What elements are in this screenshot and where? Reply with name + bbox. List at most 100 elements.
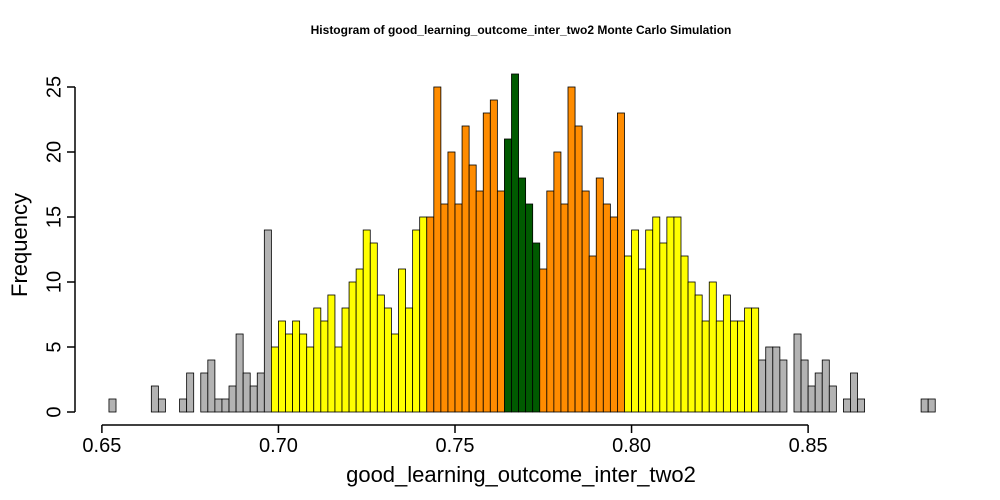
x-tick-label: 0.85 — [789, 435, 828, 457]
y-tick-label: 25 — [43, 76, 65, 98]
bar — [200, 372, 209, 413]
bar — [376, 294, 385, 413]
bar — [405, 307, 414, 413]
bar — [602, 203, 611, 413]
bar — [814, 372, 823, 413]
bar — [511, 73, 519, 413]
bar — [228, 385, 237, 413]
bar — [857, 398, 866, 413]
bar — [624, 255, 632, 413]
bar — [821, 359, 830, 413]
bar — [532, 242, 541, 413]
bar — [680, 255, 689, 413]
y-tick-label: 10 — [43, 271, 65, 293]
bar — [475, 190, 484, 413]
bar — [722, 294, 731, 413]
bar — [454, 203, 463, 413]
bar — [751, 307, 760, 413]
bar — [207, 359, 216, 413]
bar — [807, 385, 816, 413]
bar — [489, 99, 498, 413]
bar — [560, 203, 569, 413]
bar — [504, 138, 512, 413]
bar — [631, 229, 640, 413]
y-tick-label: 15 — [43, 206, 65, 228]
bar — [920, 398, 929, 413]
bar — [482, 112, 491, 413]
y-tick-label: 5 — [43, 341, 65, 352]
bar — [256, 372, 265, 413]
bar — [779, 359, 788, 413]
bar — [369, 242, 378, 413]
bar — [447, 151, 456, 413]
x-tick-label: 0.70 — [259, 435, 298, 457]
bar — [468, 164, 477, 413]
bar — [638, 268, 647, 413]
bar — [362, 229, 371, 413]
bar — [793, 333, 802, 413]
bar — [320, 320, 329, 413]
bar — [235, 333, 244, 413]
bar — [574, 125, 583, 413]
bar — [744, 307, 753, 413]
bar — [461, 125, 470, 413]
bar — [348, 281, 357, 413]
bar — [440, 203, 449, 413]
bar — [539, 268, 548, 413]
bar — [772, 346, 781, 413]
bar — [341, 307, 350, 413]
bar — [525, 203, 534, 413]
bar — [659, 242, 668, 413]
bar — [800, 359, 809, 413]
bar — [242, 372, 251, 413]
bar — [221, 398, 230, 413]
y-tick-label: 0 — [43, 406, 65, 417]
bar — [398, 268, 406, 413]
bar — [108, 398, 117, 413]
bar — [701, 320, 710, 413]
bar — [553, 151, 562, 413]
bar — [927, 398, 936, 413]
bar — [419, 216, 428, 413]
bar — [595, 177, 604, 413]
x-tick-label: 0.75 — [436, 435, 475, 457]
bar — [567, 86, 576, 413]
bar — [263, 229, 272, 413]
bar — [383, 307, 392, 413]
bar — [157, 398, 166, 413]
bar — [433, 86, 442, 413]
x-tick-label: 0.80 — [612, 435, 651, 457]
bar — [617, 112, 625, 413]
bar — [327, 294, 336, 413]
bar — [391, 333, 399, 413]
bar — [645, 229, 654, 413]
bar — [666, 216, 675, 413]
bar — [708, 281, 717, 413]
bar — [737, 320, 745, 413]
bar — [843, 398, 851, 413]
bar — [730, 320, 738, 413]
bar — [249, 385, 258, 413]
bar — [694, 294, 703, 413]
bar — [518, 177, 527, 413]
bar — [313, 307, 322, 413]
bar — [299, 333, 308, 413]
chart-title: Histogram of good_learning_outcome_inter… — [311, 23, 732, 37]
bar — [546, 190, 555, 413]
bar — [214, 398, 223, 413]
bar — [828, 385, 837, 413]
bar — [334, 346, 343, 413]
bar — [355, 268, 364, 413]
bar — [292, 320, 301, 413]
bar — [278, 320, 286, 413]
bar — [588, 255, 597, 413]
bar — [426, 216, 435, 413]
bar — [758, 359, 767, 413]
bar — [306, 346, 315, 413]
bar — [412, 229, 421, 413]
y-axis-label: Frequency — [7, 193, 32, 297]
bar — [150, 385, 159, 413]
bar — [652, 216, 661, 413]
bar — [850, 372, 858, 413]
